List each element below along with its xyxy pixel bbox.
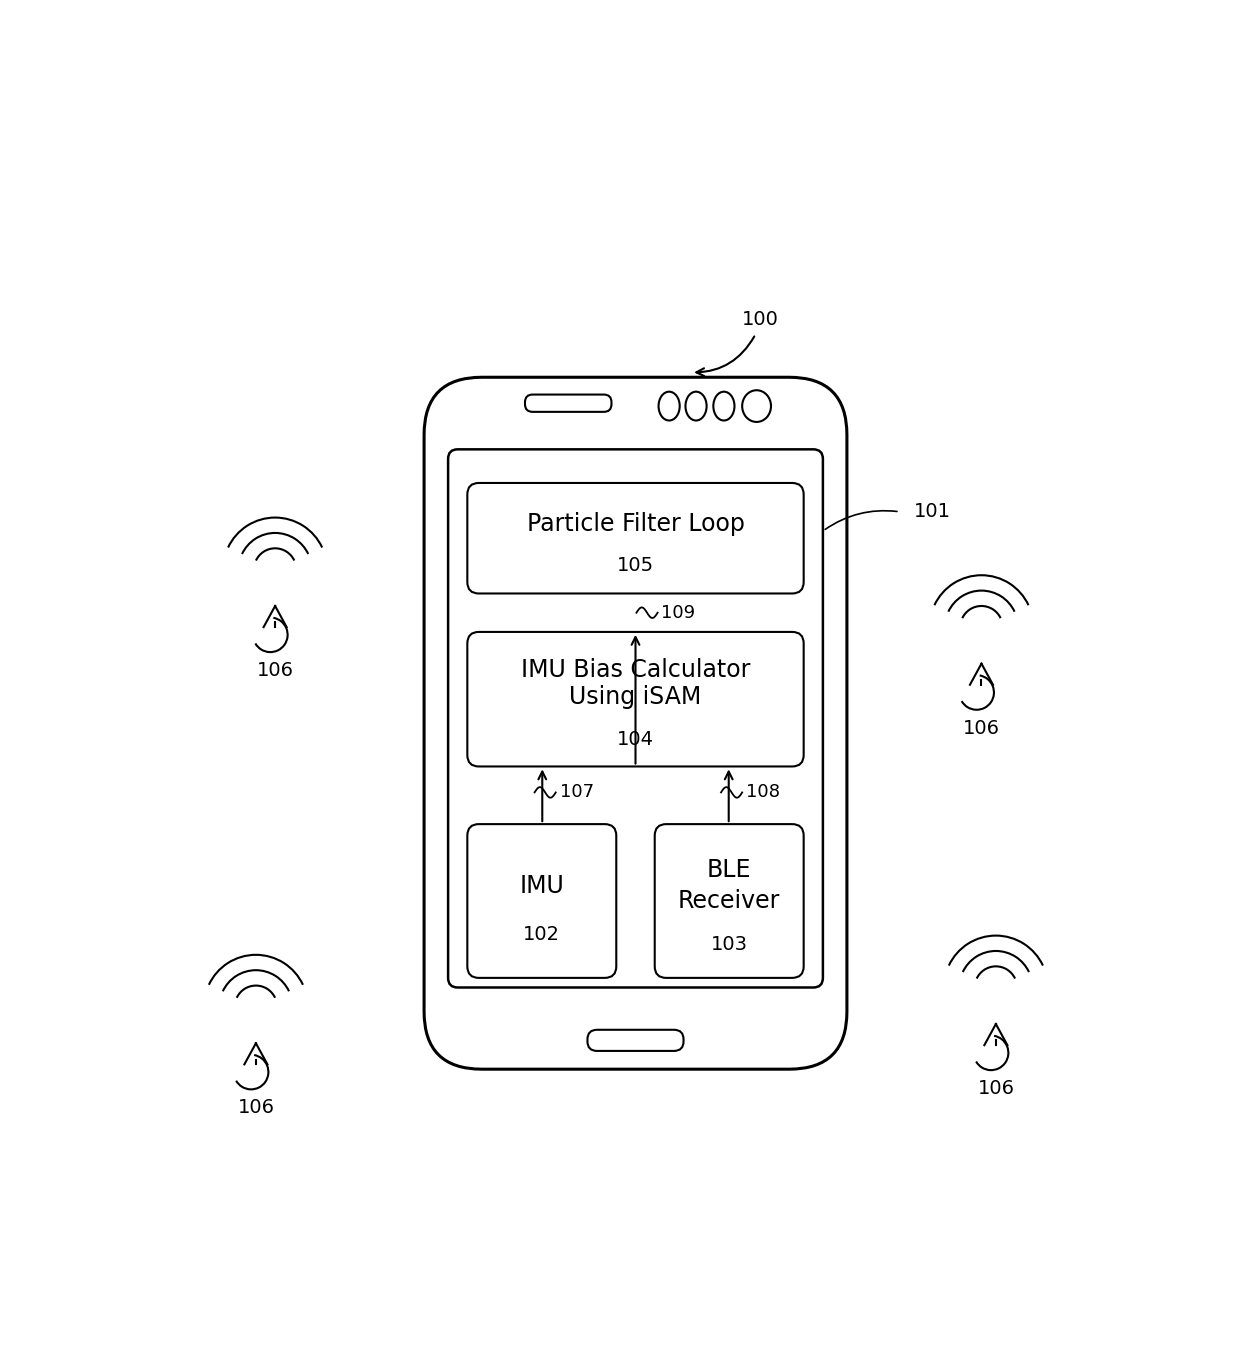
FancyBboxPatch shape (588, 1029, 683, 1051)
Text: 105: 105 (618, 556, 653, 575)
Text: 109: 109 (661, 603, 696, 621)
Text: 106: 106 (237, 1098, 274, 1117)
Text: 101: 101 (914, 502, 951, 521)
Text: 106: 106 (963, 719, 999, 738)
Text: 104: 104 (618, 730, 653, 749)
FancyBboxPatch shape (467, 824, 616, 978)
Text: 107: 107 (559, 784, 594, 801)
Text: Particle Filter Loop: Particle Filter Loop (527, 511, 744, 536)
Text: 106: 106 (977, 1079, 1014, 1098)
FancyBboxPatch shape (467, 483, 804, 594)
Text: 108: 108 (746, 784, 780, 801)
Text: 103: 103 (711, 934, 748, 953)
FancyBboxPatch shape (467, 632, 804, 766)
FancyBboxPatch shape (655, 824, 804, 978)
FancyBboxPatch shape (424, 377, 847, 1069)
Ellipse shape (658, 392, 680, 420)
Text: IMU: IMU (520, 873, 564, 898)
Ellipse shape (743, 391, 771, 422)
Text: Receiver: Receiver (678, 890, 780, 913)
Text: Using iSAM: Using iSAM (569, 685, 702, 708)
FancyBboxPatch shape (525, 395, 611, 412)
Text: 102: 102 (523, 925, 560, 944)
Ellipse shape (686, 392, 707, 420)
FancyBboxPatch shape (448, 449, 823, 987)
Text: 106: 106 (257, 660, 294, 679)
Text: IMU Bias Calculator: IMU Bias Calculator (521, 658, 750, 682)
Text: 100: 100 (742, 311, 779, 330)
Text: BLE: BLE (707, 858, 751, 883)
Ellipse shape (713, 392, 734, 420)
